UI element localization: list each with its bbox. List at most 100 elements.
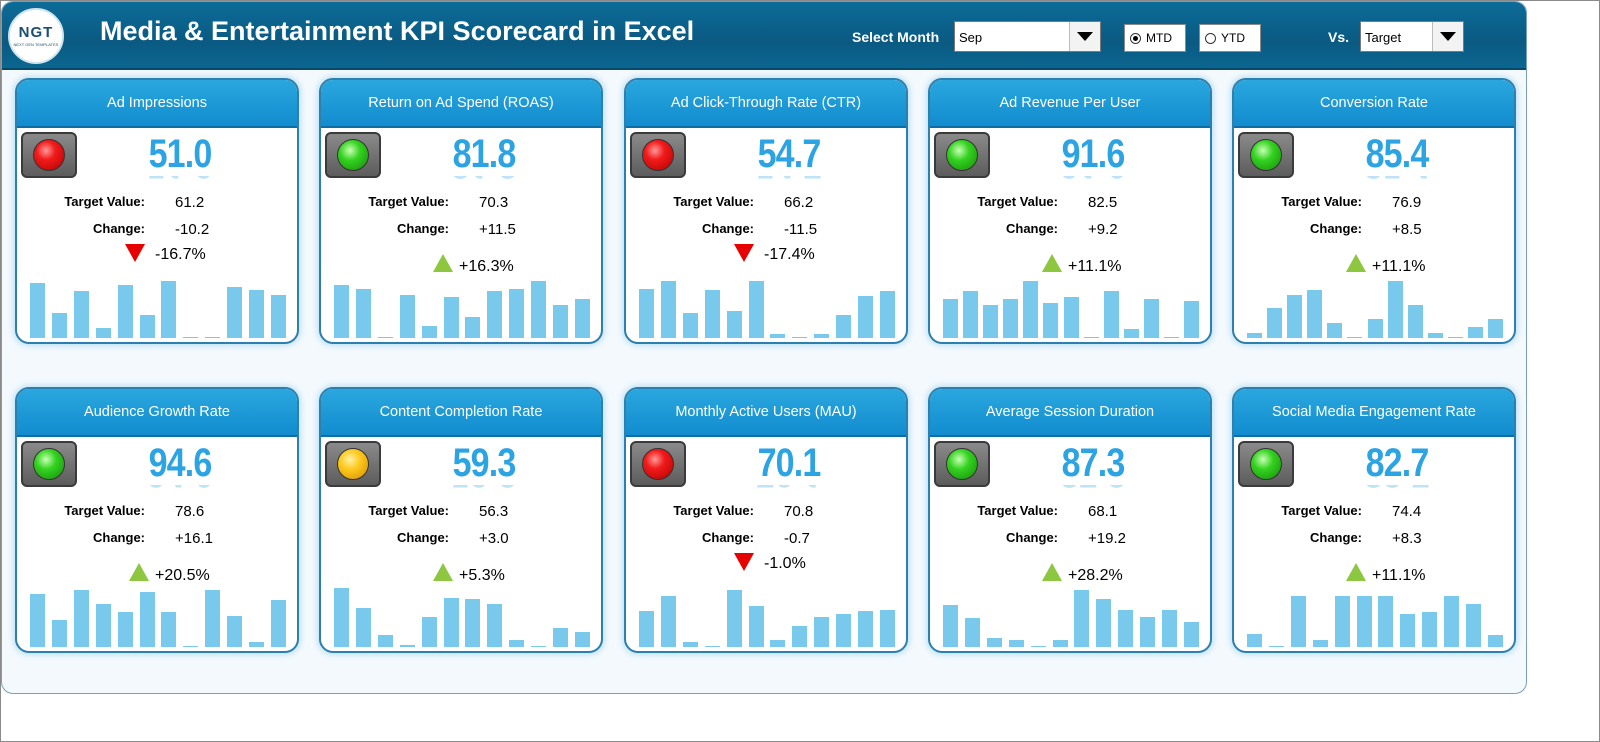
sparkline-bar [30,282,46,338]
target-label: Target Value: [64,503,145,518]
target-value: 70.3 [479,194,509,211]
red-status-icon [642,448,674,480]
sparkline-bar [117,285,133,338]
sparkline-bar [1286,294,1302,338]
sparkline-bar [835,614,851,647]
kpi-value-reflection: 85.4 [1350,176,1444,186]
select-month-label: Select Month [852,29,940,45]
mtd-radio[interactable]: MTD [1124,24,1186,52]
comparison-dropdown[interactable]: Target [1360,21,1464,52]
sparkline-bar [726,590,742,647]
status-light [21,132,77,178]
kpi-title: Average Session Duration [930,389,1210,437]
sparkline-bar [465,599,481,647]
sparkline-bar [1139,617,1155,647]
kpi-value-reflection: 51.0 [133,176,227,186]
kpi-value-reflection: 82.7 [1350,485,1444,495]
sparkline-bar [378,336,394,338]
brand-logo: NGT NEXT GEN TEMPLATES [8,8,64,64]
kpi-value-reflection: 91.6 [1046,176,1140,186]
sparkline-bar [443,297,459,338]
sparkline-bar [530,645,546,647]
chevron-down-icon [1440,32,1456,41]
down-arrow-icon [734,244,754,262]
sparkline-bar [942,299,958,338]
sparkline-bar [1407,305,1423,338]
sparkline-bar [574,299,590,338]
month-dropdown-button[interactable] [1069,22,1100,51]
ytd-radio[interactable]: YTD [1199,24,1261,52]
up-arrow-icon [1042,563,1062,581]
kpi-card: Conversion Rate 85.4 85.4 Target Value: … [1232,78,1516,344]
status-light [630,132,686,178]
change-label: Change: [1006,221,1058,236]
sparkline-bar [334,588,350,647]
sparkline-bar [52,620,68,647]
trend-sparkline [1244,583,1506,647]
sparkline-bar [226,287,242,338]
sparkline-bar [1063,297,1079,338]
sparkline-bar [770,639,786,647]
comparison-dropdown-button[interactable] [1432,22,1463,51]
change-value: +19.2 [1088,530,1126,547]
sparkline-bar [248,290,264,338]
sparkline-bar [1400,614,1416,647]
sparkline-bar [1334,596,1350,647]
sparkline-bar [205,590,221,647]
sparkline-bar [117,612,133,647]
sparkline-bar [378,635,394,647]
change-percent: +11.1% [1372,567,1426,584]
sparkline-bar [857,296,873,338]
month-dropdown[interactable]: Sep [954,21,1101,52]
comparison-value: Target [1365,30,1402,45]
sparkline-bar [1387,281,1403,338]
sparkline-bar [421,326,437,338]
sparkline-bar [74,590,90,647]
sparkline-bar [1266,308,1282,338]
change-percent: +11.1% [1068,258,1122,275]
sparkline-bar [334,285,350,338]
sparkline-bar [161,612,177,647]
sparkline-bar [857,611,873,647]
sparkline-bar [1356,596,1372,647]
kpi-value-reflection: 59.3 [437,485,531,495]
trend-sparkline [636,274,898,338]
sparkline-bar [879,291,895,338]
radio-selected-icon [1130,32,1141,44]
kpi-value: 59.3 [452,441,517,485]
sparkline-bar [704,645,720,647]
change-percent: -1.0% [764,555,806,572]
sparkline-bar [487,291,503,338]
green-status-icon [946,139,978,171]
change-label: Change: [397,221,449,236]
sparkline-bar [487,603,503,647]
change-percent: +20.5% [155,567,210,584]
sparkline-bar [1468,327,1484,338]
target-label: Target Value: [673,194,754,209]
change-percent: +28.2% [1068,567,1123,584]
sparkline-bar [1487,635,1503,647]
target-label: Target Value: [977,503,1058,518]
sparkline-bar [74,291,90,338]
target-label: Target Value: [1281,194,1362,209]
sparkline-bar [943,605,959,647]
sparkline-bar [1327,323,1343,338]
chevron-down-icon [1077,32,1093,41]
sparkline-bar [1427,333,1443,338]
sparkline-bar [1030,645,1046,647]
sparkline-bar [356,608,372,647]
sparkline-bar [1023,281,1039,338]
kpi-value: 51.0 [148,132,213,176]
status-light [21,441,77,487]
sparkline-bar [1312,639,1328,647]
sparkline-bar [205,336,221,338]
sparkline-bar [421,617,437,647]
change-value: +8.3 [1392,530,1422,547]
kpi-card: Monthly Active Users (MAU) 70.1 70.1 Tar… [624,387,908,653]
sparkline-bar [1043,303,1059,338]
target-value: 82.5 [1088,194,1118,211]
sparkline-bar [1378,596,1394,647]
target-label: Target Value: [977,194,1058,209]
sparkline-bar [465,317,481,338]
logo-subtext: NEXT GEN TEMPLATES [13,41,59,47]
